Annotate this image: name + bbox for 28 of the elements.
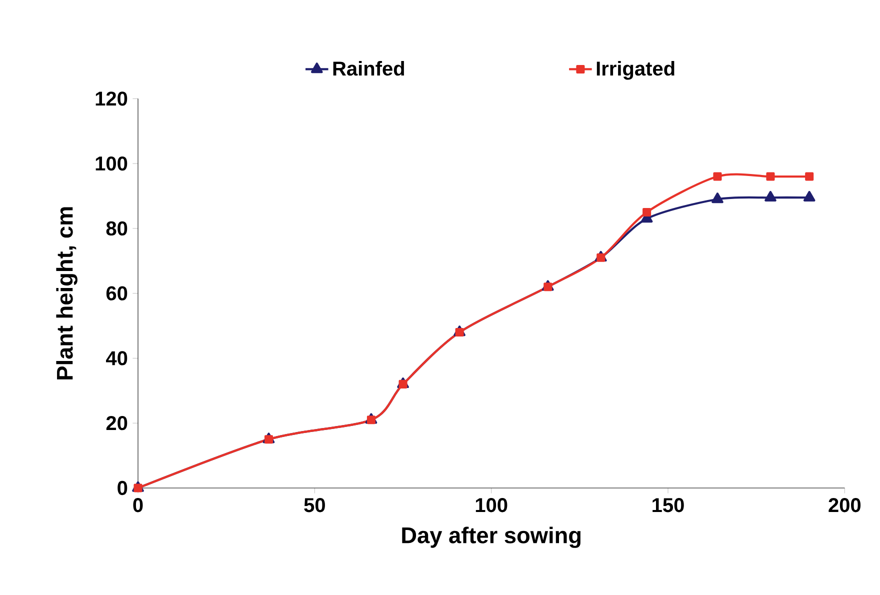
x-tick-label: 0 xyxy=(133,498,143,512)
y-tick-label: 80 xyxy=(106,221,128,236)
x-axis-title: Day after sowing xyxy=(402,526,580,548)
y-axis-title: Plant height, cm xyxy=(56,207,78,380)
point xyxy=(713,172,722,181)
y-tick-label: 100 xyxy=(96,156,128,171)
point xyxy=(596,253,606,262)
point xyxy=(764,190,776,202)
legend-label: Irrigated xyxy=(596,60,674,80)
legend-label: Rainfed xyxy=(333,60,404,76)
y-tick-label: 0 xyxy=(118,480,128,496)
point xyxy=(766,172,775,181)
x-tick-label: 100 xyxy=(476,498,508,512)
point xyxy=(803,190,816,202)
x-tick-label: 150 xyxy=(652,498,684,512)
point xyxy=(264,435,274,444)
x-tick-label: 200 xyxy=(828,498,861,512)
point xyxy=(712,192,724,204)
y-tick-label: 60 xyxy=(106,286,128,300)
point xyxy=(366,416,376,424)
y-tick-label: 20 xyxy=(106,416,128,430)
point xyxy=(134,484,142,492)
y-tick-label: 40 xyxy=(106,351,128,366)
point xyxy=(544,282,552,292)
x-tick-label: 50 xyxy=(304,498,325,512)
y-tick-label: 120 xyxy=(96,92,128,106)
point xyxy=(642,208,652,216)
point xyxy=(805,172,814,181)
